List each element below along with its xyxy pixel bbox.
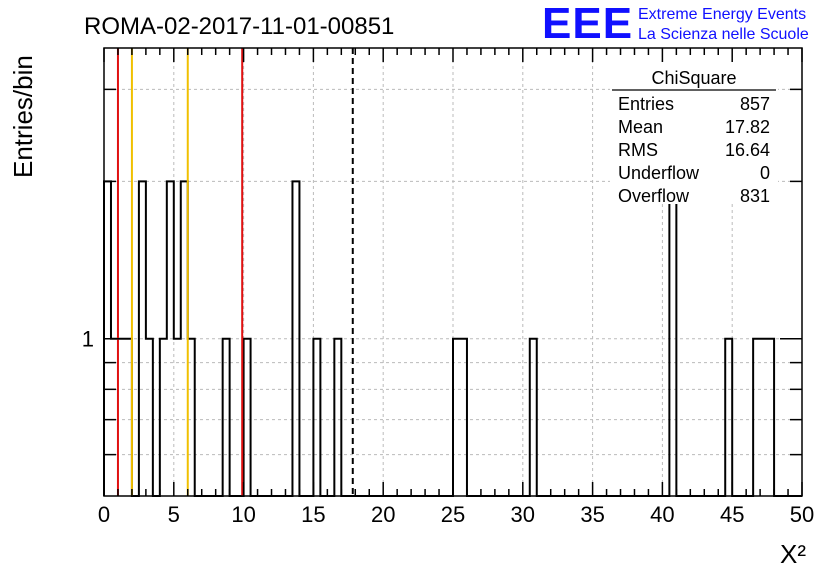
- x-tick-label: 30: [511, 502, 535, 527]
- stats-label: Mean: [618, 117, 663, 137]
- stats-label: Overflow: [618, 186, 690, 206]
- stats-value: 16.64: [725, 140, 770, 160]
- chart-title: ROMA-02-2017-11-01-00851: [84, 13, 394, 40]
- x-tick-label: 0: [98, 502, 110, 527]
- stats-box: ChiSquare Entries 857 Mean 17.82 RMS 16.64 Und…: [610, 62, 778, 206]
- x-tick-label: 40: [650, 502, 674, 527]
- y-tick-label: 1: [82, 327, 94, 352]
- x-tick-label: 25: [441, 502, 465, 527]
- stats-rows: Entries 857 Mean 17.82 RMS 16.64 Underflow 0 Ove…: [618, 94, 770, 206]
- y-tick-labels: 1: [82, 327, 94, 352]
- y-axis-title: Entries/bin: [8, 55, 38, 178]
- x-tick-label: 50: [790, 502, 814, 527]
- reference-lines: [116, 48, 354, 496]
- x-tick-label: 45: [720, 502, 744, 527]
- x-tick-label: 15: [301, 502, 325, 527]
- stats-value: 857: [740, 94, 770, 114]
- stats-box-frame: [610, 62, 778, 204]
- x-axis-title: X²: [780, 539, 806, 569]
- logo-line-2: La Scienza nelle Scuole: [638, 26, 809, 43]
- eee-logo: EEE Extreme Energy Events La Scienza nel…: [542, 0, 809, 48]
- stats-label: RMS: [618, 140, 658, 160]
- stats-title: ChiSquare: [651, 68, 736, 88]
- x-tick-label: 10: [231, 502, 255, 527]
- logo-mark: EEE: [542, 0, 633, 48]
- stats-value: 831: [740, 186, 770, 206]
- stats-value: 0: [760, 163, 770, 183]
- logo-line-1: Extreme Energy Events: [638, 6, 806, 23]
- stats-label: Entries: [618, 94, 674, 114]
- x-tick-labels: 0 5 10 15 20 25 30 35 40 45 50: [98, 502, 814, 527]
- stats-label: Underflow: [618, 163, 700, 183]
- x-tick-label: 35: [580, 502, 604, 527]
- stats-value: 17.82: [725, 117, 770, 137]
- axis-ticks: [103, 48, 803, 496]
- x-tick-label: 20: [371, 502, 395, 527]
- x-tick-label: 5: [168, 502, 180, 527]
